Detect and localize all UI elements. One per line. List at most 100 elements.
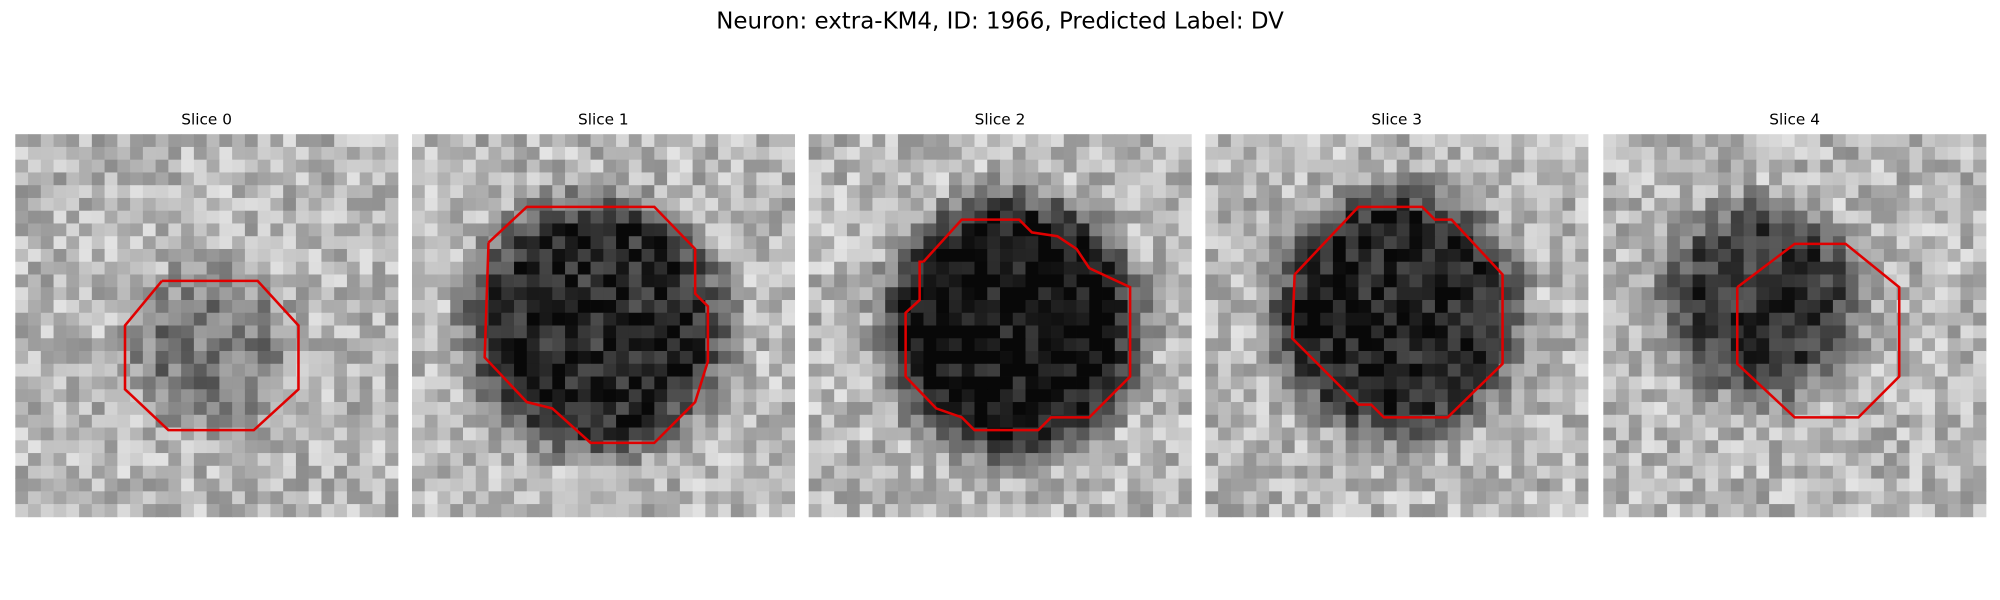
pixel: [1896, 376, 1910, 390]
pixel: [1178, 427, 1192, 441]
pixel: [1641, 491, 1655, 505]
pixel: [923, 491, 937, 505]
pixel: [1858, 185, 1872, 199]
pixel: [1807, 134, 1821, 148]
pixel: [654, 465, 668, 479]
pixel: [232, 197, 246, 212]
pixel: [1756, 440, 1770, 454]
pixel: [1871, 363, 1885, 377]
pixel: [372, 197, 386, 212]
pixel: [321, 274, 335, 288]
pixel: [1909, 478, 1923, 492]
pixel: [206, 248, 220, 263]
pixel: [1269, 338, 1283, 352]
pixel: [1960, 197, 1974, 212]
pixel: [910, 402, 924, 416]
pixel: [885, 427, 899, 441]
pixel: [1973, 491, 1987, 505]
pixel: [1320, 210, 1334, 224]
pixel: [359, 223, 373, 237]
pixel: [359, 274, 373, 288]
contour: [904, 218, 1132, 432]
pixel: [846, 491, 861, 505]
pixel: [91, 274, 105, 288]
pixel: [1654, 376, 1668, 390]
pixel: [1358, 261, 1372, 275]
pixel: [1536, 146, 1551, 161]
pixel: [1371, 478, 1385, 492]
pixel: [385, 453, 399, 467]
pixel: [270, 312, 284, 326]
pixel: [1307, 261, 1321, 275]
pixel: [1230, 427, 1245, 441]
pixel: [1628, 338, 1642, 352]
pixel: [1524, 453, 1538, 467]
pixel: [1473, 172, 1487, 186]
pixel: [1524, 274, 1538, 288]
panel-title: Slice 1: [578, 111, 629, 129]
pixel: [1153, 248, 1167, 263]
pixel: [79, 414, 93, 428]
pixel: [526, 312, 540, 326]
pixel: [692, 453, 706, 467]
pixel: [206, 402, 220, 416]
pixel: [705, 261, 719, 275]
pixel: [897, 210, 912, 224]
pixel: [1641, 300, 1655, 314]
pixel: [359, 414, 373, 428]
pixel: [1743, 325, 1757, 339]
pixel: [974, 223, 988, 237]
pixel: [987, 261, 1001, 275]
pixel: [15, 248, 29, 263]
pixel: [168, 185, 182, 199]
pixel: [1089, 427, 1103, 441]
pixel: [1320, 287, 1334, 301]
pixel: [1153, 185, 1167, 199]
pixel: [1051, 465, 1065, 479]
pixel: [130, 248, 144, 263]
pixel: [1178, 197, 1192, 212]
pixel: [193, 440, 208, 454]
pixel: [1243, 261, 1257, 275]
pixel: [1628, 504, 1642, 518]
pixel: [667, 491, 681, 505]
pixel: [1383, 491, 1398, 505]
pixel: [1396, 146, 1410, 161]
pixel: [91, 414, 105, 428]
pixel: [1641, 325, 1655, 339]
pixel: [1743, 261, 1757, 275]
pixel: [1460, 325, 1474, 339]
pixel: [1730, 248, 1745, 263]
pixel: [1536, 223, 1551, 237]
pixel: [590, 134, 604, 148]
pixel: [1358, 159, 1372, 173]
pixel: [1345, 146, 1359, 161]
pixel: [679, 172, 693, 186]
pixel: [1409, 389, 1423, 403]
pixel: [130, 287, 144, 301]
pixel: [1922, 185, 1936, 199]
pixel: [1628, 300, 1642, 314]
pixel: [372, 248, 386, 263]
pixel: [1269, 363, 1283, 377]
pixel: [730, 300, 745, 314]
pixel: [1718, 236, 1732, 250]
pixel: [232, 261, 246, 275]
pixel: [679, 402, 693, 416]
pixel: [1756, 185, 1770, 199]
pixel: [385, 287, 399, 301]
pixel: [463, 351, 477, 365]
pixel: [1102, 159, 1116, 173]
pixel: [1025, 287, 1039, 301]
pixel: [1871, 236, 1885, 250]
pixel: [821, 453, 835, 467]
pixel: [1409, 465, 1423, 479]
pixel: [577, 338, 591, 352]
pixel: [910, 197, 924, 212]
pixel: [718, 478, 732, 492]
pixel: [1307, 414, 1321, 428]
pixel: [501, 300, 515, 314]
pixel: [1641, 312, 1655, 326]
pixel: [1230, 236, 1245, 250]
pixel: [1114, 261, 1128, 275]
